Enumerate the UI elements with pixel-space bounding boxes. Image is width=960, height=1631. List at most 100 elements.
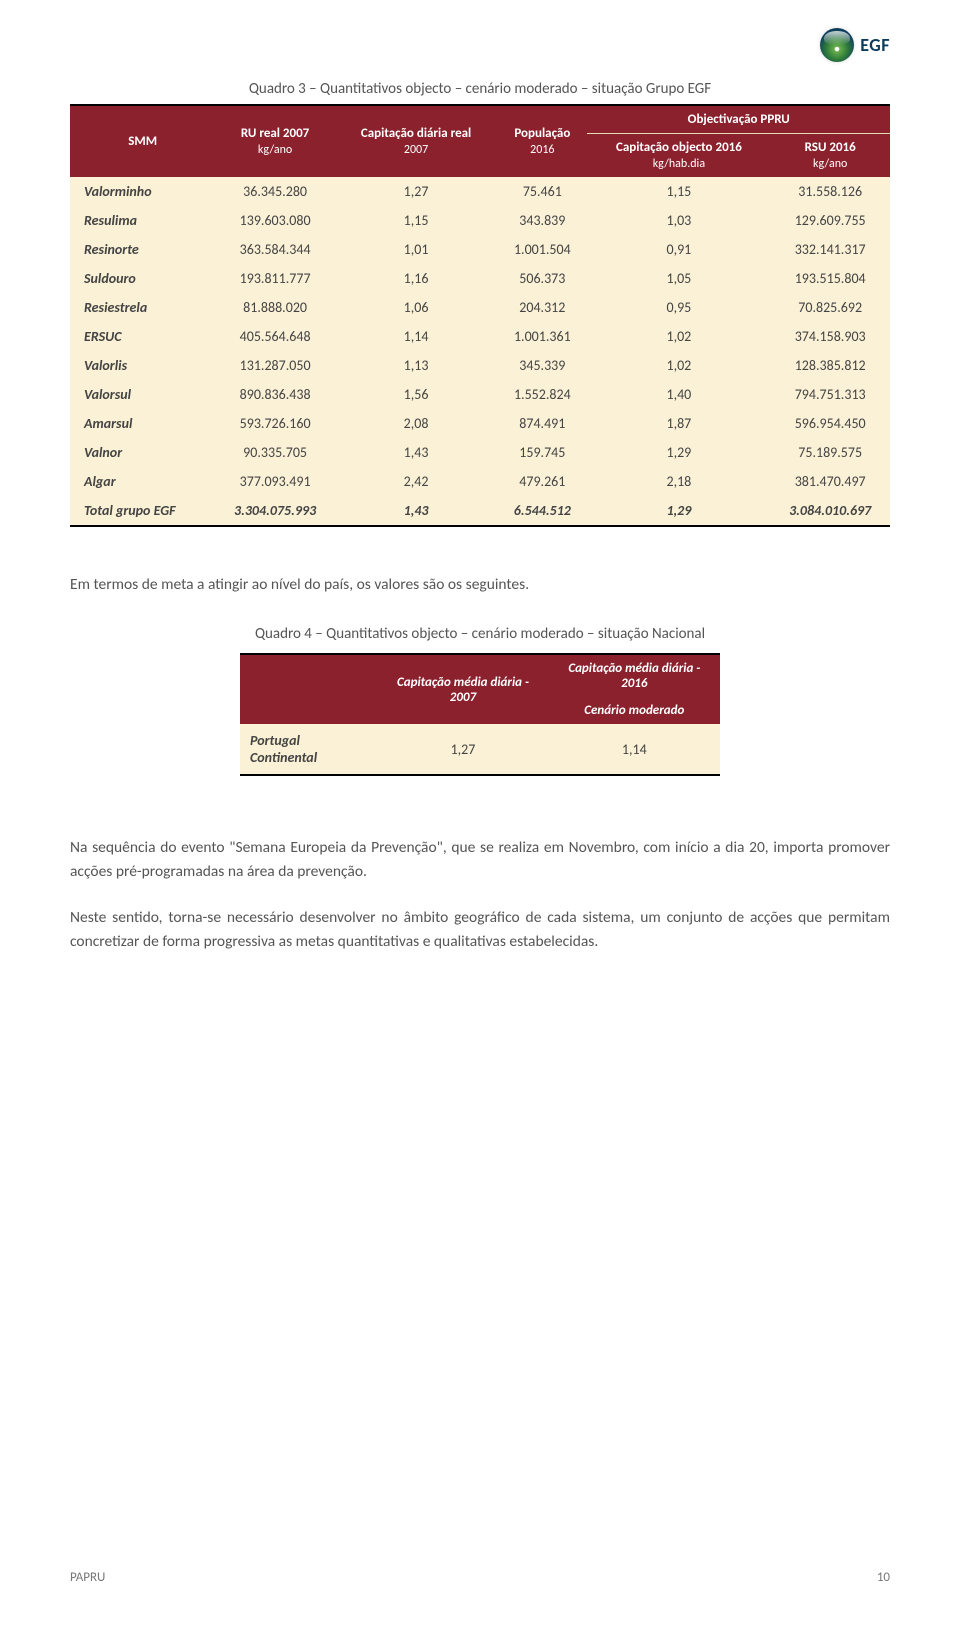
footer-right: 10 <box>877 1570 890 1585</box>
cell-rsu: 128.385.812 <box>770 351 890 380</box>
table3: SMM RU real 2007 kg/ano Capitação diária… <box>70 104 890 527</box>
row-name: Resulima <box>70 206 215 235</box>
row-name: Valorlis <box>70 351 215 380</box>
th-pop-unit: 2016 <box>503 143 581 157</box>
row-name: Resinorte <box>70 235 215 264</box>
cell-cap: 1,16 <box>335 264 497 293</box>
cell-cap: 2,42 <box>335 467 497 496</box>
cell-capobj: 0,95 <box>587 293 770 322</box>
cell-pop: 1.001.504 <box>497 235 587 264</box>
th-capobj: Capitação objecto 2016 kg/hab.dia <box>587 134 770 178</box>
cell-capobj: 1,02 <box>587 322 770 351</box>
cell-pop: 204.312 <box>497 293 587 322</box>
row-name: Valorminho <box>70 177 215 206</box>
cell-capobj: 0,91 <box>587 235 770 264</box>
cell-rsu: 75.189.575 <box>770 438 890 467</box>
cell-pop: 343.839 <box>497 206 587 235</box>
cell-rsu: 374.158.903 <box>770 322 890 351</box>
row-name: ERSUC <box>70 322 215 351</box>
cell-ru: 131.287.050 <box>215 351 335 380</box>
th-capreal: Capitação diária real 2007 <box>335 105 497 177</box>
paragraph-1: Em termos de meta a atingir ao nível do … <box>70 573 890 597</box>
th-capobj-label: Capitação objecto 2016 <box>616 140 742 155</box>
table-row: Valorsul890.836.4381,561.552.8241,40794.… <box>70 380 890 409</box>
table4-caption: Quadro 4 – Quantitativos objecto – cenár… <box>70 625 890 643</box>
th-capreal-label: Capitação diária real <box>361 126 471 141</box>
cell-pop: 6.544.512 <box>497 496 587 526</box>
cell-cap: 1,01 <box>335 235 497 264</box>
table-row: ERSUC405.564.6481,141.001.3611,02374.158… <box>70 322 890 351</box>
cell-capobj: 1,29 <box>587 438 770 467</box>
table-row: Total grupo EGF3.304.075.9931,436.544.51… <box>70 496 890 526</box>
th-blank <box>240 654 377 724</box>
row-name: Total grupo EGF <box>70 496 215 526</box>
cell-rsu: 596.954.450 <box>770 409 890 438</box>
cell-cap: 2,08 <box>335 409 497 438</box>
table4-row: Portugal Continental 1,27 1,14 <box>240 724 720 775</box>
cell-ru: 593.726.160 <box>215 409 335 438</box>
paragraph-3: Neste sentido, torna-se necessário desen… <box>70 906 890 954</box>
cell-cap: 1,15 <box>335 206 497 235</box>
cell-ru: 139.603.080 <box>215 206 335 235</box>
cell-capobj: 1,40 <box>587 380 770 409</box>
th-smm: SMM <box>70 105 215 177</box>
cell-rsu: 3.084.010.697 <box>770 496 890 526</box>
cell-pop: 159.745 <box>497 438 587 467</box>
cell-capobj: 1,87 <box>587 409 770 438</box>
th-obj-group: Objectivação PPRU <box>587 105 890 134</box>
cell-ru: 3.304.075.993 <box>215 496 335 526</box>
brand-logo: EGF <box>820 28 890 62</box>
paragraph-2: Na sequência do evento "Semana Europeia … <box>70 836 890 884</box>
cell-capobj: 1,03 <box>587 206 770 235</box>
cell-ru: 363.584.344 <box>215 235 335 264</box>
table-row: Valnor90.335.7051,43159.7451,2975.189.57… <box>70 438 890 467</box>
th-ru-unit: kg/ano <box>221 143 329 157</box>
cell-cap: 1,06 <box>335 293 497 322</box>
th-cap07: Capitação média diária - 2007 <box>377 654 548 724</box>
th-rsu-label: RSU 2016 <box>805 140 856 155</box>
table4-v2: 1,14 <box>549 724 720 775</box>
cell-ru: 36.345.280 <box>215 177 335 206</box>
table-row: Amarsul593.726.1602,08874.4911,87596.954… <box>70 409 890 438</box>
cell-ru: 193.811.777 <box>215 264 335 293</box>
cell-pop: 1.552.824 <box>497 380 587 409</box>
row-name: Valnor <box>70 438 215 467</box>
cell-rsu: 31.558.126 <box>770 177 890 206</box>
row-name: Suldouro <box>70 264 215 293</box>
th-pop-label: População <box>514 126 570 141</box>
cell-rsu: 794.751.313 <box>770 380 890 409</box>
cell-cap: 1,56 <box>335 380 497 409</box>
table4: Capitação média diária - 2007 Capitação … <box>240 653 720 776</box>
cell-pop: 1.001.361 <box>497 322 587 351</box>
cell-pop: 345.339 <box>497 351 587 380</box>
table3-caption: Quadro 3 – Quantitativos objecto – cenár… <box>70 80 890 98</box>
th-pop: População 2016 <box>497 105 587 177</box>
th-capreal-unit: 2007 <box>341 143 491 157</box>
th-capobj-unit: kg/hab.dia <box>593 157 764 171</box>
row-name: Valorsul <box>70 380 215 409</box>
th-cap16-sub: Cenário moderado <box>549 697 720 724</box>
cell-cap: 1,27 <box>335 177 497 206</box>
cell-rsu: 129.609.755 <box>770 206 890 235</box>
cell-capobj: 1,15 <box>587 177 770 206</box>
cell-rsu: 332.141.317 <box>770 235 890 264</box>
row-name: Amarsul <box>70 409 215 438</box>
table-row: Algar377.093.4912,42479.2612,18381.470.4… <box>70 467 890 496</box>
cell-rsu: 70.825.692 <box>770 293 890 322</box>
cell-cap: 1,14 <box>335 322 497 351</box>
table-row: Valorlis131.287.0501,13345.3391,02128.38… <box>70 351 890 380</box>
cell-rsu: 193.515.804 <box>770 264 890 293</box>
cell-cap: 1,43 <box>335 438 497 467</box>
row-name: Algar <box>70 467 215 496</box>
cell-capobj: 1,05 <box>587 264 770 293</box>
cell-capobj: 1,02 <box>587 351 770 380</box>
th-cap16: Capitação média diária - 2016 <box>549 654 720 697</box>
table4-rowname: Portugal Continental <box>240 724 377 775</box>
table-row: Suldouro193.811.7771,16506.3731,05193.51… <box>70 264 890 293</box>
cell-ru: 890.836.438 <box>215 380 335 409</box>
table-row: Resinorte363.584.3441,011.001.5040,91332… <box>70 235 890 264</box>
cell-capobj: 1,29 <box>587 496 770 526</box>
cell-rsu: 381.470.497 <box>770 467 890 496</box>
cell-pop: 874.491 <box>497 409 587 438</box>
cell-pop: 479.261 <box>497 467 587 496</box>
